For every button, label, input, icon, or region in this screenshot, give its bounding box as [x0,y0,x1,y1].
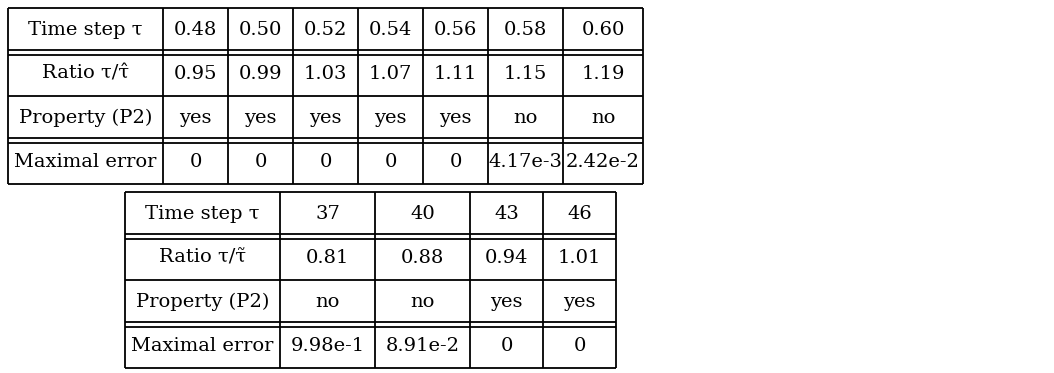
Text: Ratio τ/τ̂: Ratio τ/τ̂ [42,65,129,83]
Text: Ratio τ/τ̃: Ratio τ/τ̃ [159,249,246,267]
Text: Property (P2): Property (P2) [19,109,152,127]
Text: 0.48: 0.48 [174,21,217,39]
Text: no: no [315,293,339,311]
Text: 40: 40 [410,205,435,223]
Text: yes: yes [245,109,277,127]
Text: 8.91e-2: 8.91e-2 [386,337,460,355]
Text: 0.60: 0.60 [582,21,625,39]
Text: no: no [591,109,616,127]
Text: 9.98e-1: 9.98e-1 [291,337,365,355]
Text: Property (P2): Property (P2) [136,293,269,311]
Text: 0: 0 [319,153,332,171]
Text: yes: yes [374,109,407,127]
Text: no: no [410,293,434,311]
Text: 46: 46 [567,205,592,223]
Text: 0.56: 0.56 [434,21,477,39]
Text: 0.50: 0.50 [239,21,282,39]
Text: 0.81: 0.81 [306,249,349,267]
Text: 37: 37 [315,205,340,223]
Text: yes: yes [563,293,596,311]
Text: 0: 0 [449,153,462,171]
Text: yes: yes [179,109,212,127]
Text: 43: 43 [494,205,519,223]
Text: 0.88: 0.88 [401,249,444,267]
Text: Time step τ: Time step τ [145,205,259,223]
Text: yes: yes [490,293,523,311]
Text: no: no [513,109,538,127]
Text: Time step τ: Time step τ [28,21,142,39]
Text: 4.17e-3: 4.17e-3 [488,153,563,171]
Text: 0.58: 0.58 [504,21,547,39]
Text: 0: 0 [254,153,267,171]
Text: 1.15: 1.15 [504,65,547,83]
Text: Maximal error: Maximal error [132,337,274,355]
Text: 2.42e-2: 2.42e-2 [566,153,640,171]
Text: 1.07: 1.07 [369,65,412,83]
Text: 0: 0 [501,337,512,355]
Text: 0.94: 0.94 [485,249,528,267]
Text: 0.54: 0.54 [369,21,412,39]
Text: 0: 0 [385,153,396,171]
Text: 1.11: 1.11 [434,65,477,83]
Text: 0: 0 [573,337,586,355]
Text: yes: yes [440,109,472,127]
Text: 0.52: 0.52 [304,21,347,39]
Text: 0: 0 [190,153,201,171]
Text: 1.19: 1.19 [581,65,625,83]
Text: 0.99: 0.99 [238,65,282,83]
Text: 1.03: 1.03 [304,65,347,83]
Text: Maximal error: Maximal error [15,153,157,171]
Text: 1.01: 1.01 [558,249,601,267]
Text: yes: yes [309,109,341,127]
Text: 0.95: 0.95 [174,65,217,83]
